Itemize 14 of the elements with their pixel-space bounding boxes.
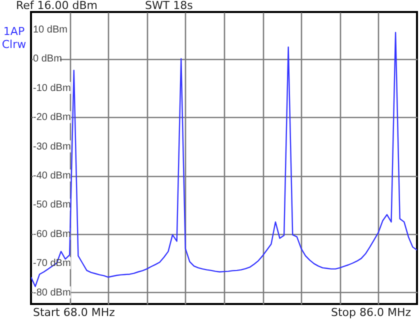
y-tick-label: 0 dBm — [33, 54, 62, 65]
text: 1AP — [3, 25, 25, 38]
text: Stop 86.0 MHz — [330, 306, 412, 319]
annotation: SWT 18s — [145, 0, 194, 12]
text: Clrw — [2, 38, 26, 51]
y-tick-label: -20 dBm — [33, 112, 71, 124]
annotation: Ref 16.00 dBm — [16, 0, 98, 12]
y-tick-label: -80 dBm — [33, 287, 71, 298]
text: Start 68.0 MHz — [33, 306, 116, 319]
y-tick-label: -30 dBm — [33, 141, 71, 152]
y-tick-label: -10 dBm — [33, 82, 71, 94]
y-tick-label: 10 dBm — [33, 24, 68, 36]
line-series — [31, 32, 417, 288]
y-tick-label: -40 dBm — [33, 170, 71, 182]
